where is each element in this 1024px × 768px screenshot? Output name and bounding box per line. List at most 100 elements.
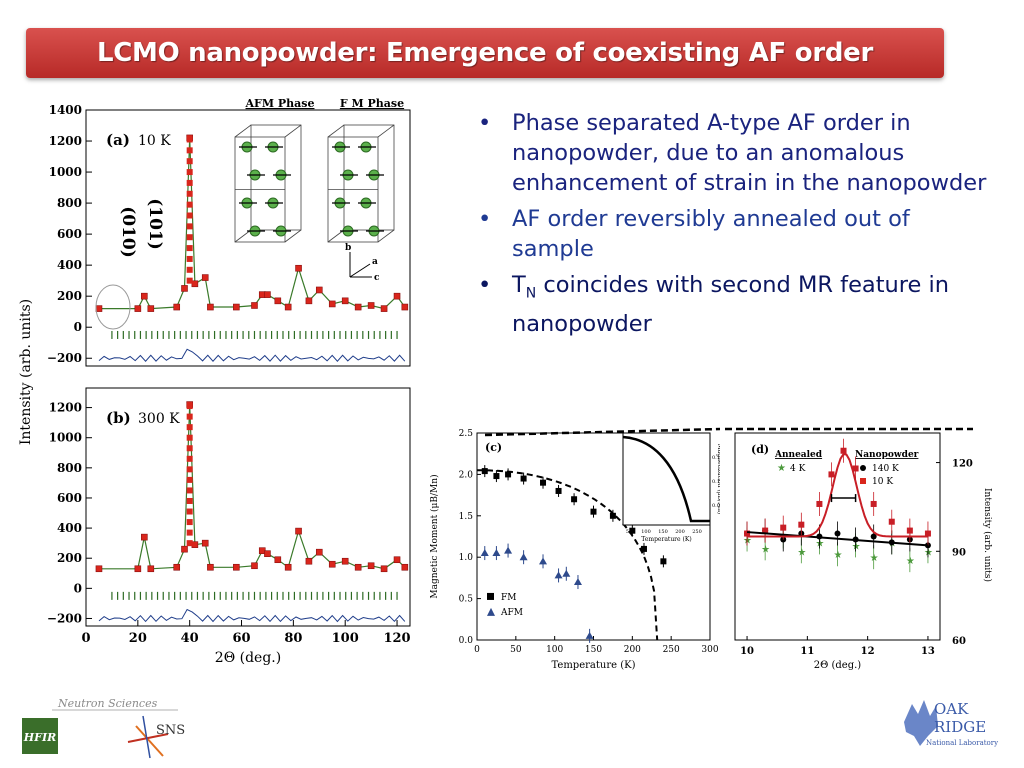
fm-point [505,471,512,478]
panel-b-data-point [393,556,401,564]
panel-a-data-point [295,264,302,272]
data-point: ★ [797,547,806,558]
panel-a-data-point [401,303,409,311]
panel-a-ytick-label: 800 [57,196,82,210]
panel-a-data-point [393,292,401,300]
afm-point [504,546,513,554]
left-ylabel: Intensity (arb. units) [18,299,34,445]
panel-b-data-point [274,556,282,564]
inset-ytick-label: 0.15 [712,455,720,461]
cell-edge [234,124,252,138]
panel-c-letter: (c) [485,441,502,454]
panel-b-peak-point [186,540,193,547]
panel-a-peak-point [186,136,193,143]
fm-point [571,496,578,503]
panel-d-xlabel: 2Θ (deg.) [814,660,862,671]
panel-a-data-point [251,302,258,309]
panel-c-xtick-label: 150 [585,645,602,655]
panel-a-ytick-label: −200 [47,351,82,365]
oak-leaf-icon [904,700,938,746]
panel-b-data-point [305,557,313,565]
cell-edge [327,124,345,138]
panel-b-ytick-label: 200 [57,551,82,565]
panel-a-temperature: 10 K [138,133,171,149]
panel-b-peak-point [186,403,193,410]
panel-d-xtick-label: 12 [861,646,875,657]
panel-a-data-point [284,303,292,311]
legend-nanopowder-title: Nanopowder [855,450,919,460]
panel-b-data-point [367,562,375,570]
data-point [906,527,913,534]
panel-b-peak-point [186,497,193,504]
panel-b-peak-point [186,445,193,452]
panel-a-data-point [264,291,271,298]
panel-a-ytick-label: 600 [57,227,82,241]
inset-frame [622,432,711,526]
panel-a-peak-point [186,158,193,165]
panel-a-peak-point [186,277,193,284]
panel-d-ytick-label: 120 [952,459,973,470]
panel-a-data-point [274,297,282,305]
legend-4k-label: 4 K [790,464,806,474]
panel-b-bragg-ticks [111,591,398,600]
panel-a-peak-point [186,201,193,208]
zoom-region-ellipse [95,284,131,330]
panel-c-xlabel: Temperature (K) [552,660,636,671]
data-point: ★ [906,556,915,567]
data-point [780,524,787,531]
data-point: ★ [852,541,861,552]
legend-afm-marker [487,607,495,616]
title-banner: LCMO nanopowder: Emergence of coexisting… [26,28,944,78]
panel-a-ytick-label: 1400 [49,103,82,117]
data-point [852,465,859,472]
panel-a-data-point [147,305,155,312]
panel-b-calc-line [99,404,406,570]
panel-a-data-point [181,285,188,292]
panel-b-ytick-label: 600 [57,491,82,505]
fm-point [609,512,616,519]
afm-point [562,569,571,577]
fm-structure [327,124,395,243]
data-point [816,500,823,507]
panel-b-frame [85,387,411,627]
panel-c-xtick-label: 250 [663,645,680,655]
panel-a-peak-point [186,223,193,230]
panel-b-xlabel: 2Θ (deg.) [215,650,281,666]
legend-140k-label: 140 K [872,464,899,474]
data-point: ★ [761,544,770,555]
panel-b-data-point [191,541,199,548]
panel-b-xtick-label: 60 [232,631,250,646]
panel-b-data-point [147,565,155,573]
panel-b-peak-point [186,487,193,494]
magnetic-moment-figure: 0 50 100 150 200 250 300 0.0 0.5 1.0 1.5 2.0 2.5 Temp… [429,427,720,671]
inset-magnetization-curve [622,435,710,523]
fm-point [481,468,488,475]
panel-a-ytick-label: 200 [57,289,82,303]
panel-a-data-point [305,297,313,305]
panel-d-background-fit [746,531,929,547]
series-10k [744,438,931,546]
panel-a-data-point [380,305,388,312]
bullet-phase-separated: Phase separated A-type AF order in nanop… [478,108,993,198]
panel-d-ytick-label: 90 [952,547,966,558]
panel-b-xtick-label: 80 [284,631,302,646]
panel-c-xtick-label: 0 [474,645,480,655]
panel-d-ytick-label: 60 [952,636,966,647]
panel-b-peak-point [186,476,193,483]
fm-phase-label: F M Phase [340,97,404,110]
fm-point [520,475,527,482]
panel-a-peak-point [186,245,193,252]
panel-a-data-point [367,302,375,309]
legend-afm-label: AFM [500,608,523,618]
fm-point [540,479,547,486]
inset-ytick-label: 0.1 [712,479,720,485]
panel-c-ytick-label: 2.0 [459,470,474,480]
inset-xtick-label: 150 [658,529,668,535]
data-point: ★ [870,553,879,564]
data-point: ★ [815,538,824,549]
panel-a-peak-point [186,179,193,186]
bullet-tn: TN coincides with second MR feature in n… [478,270,993,339]
panel-a-bragg-ticks [111,330,398,339]
hfir-logo [22,718,58,754]
panel-b-xtick-label: 20 [129,631,147,646]
